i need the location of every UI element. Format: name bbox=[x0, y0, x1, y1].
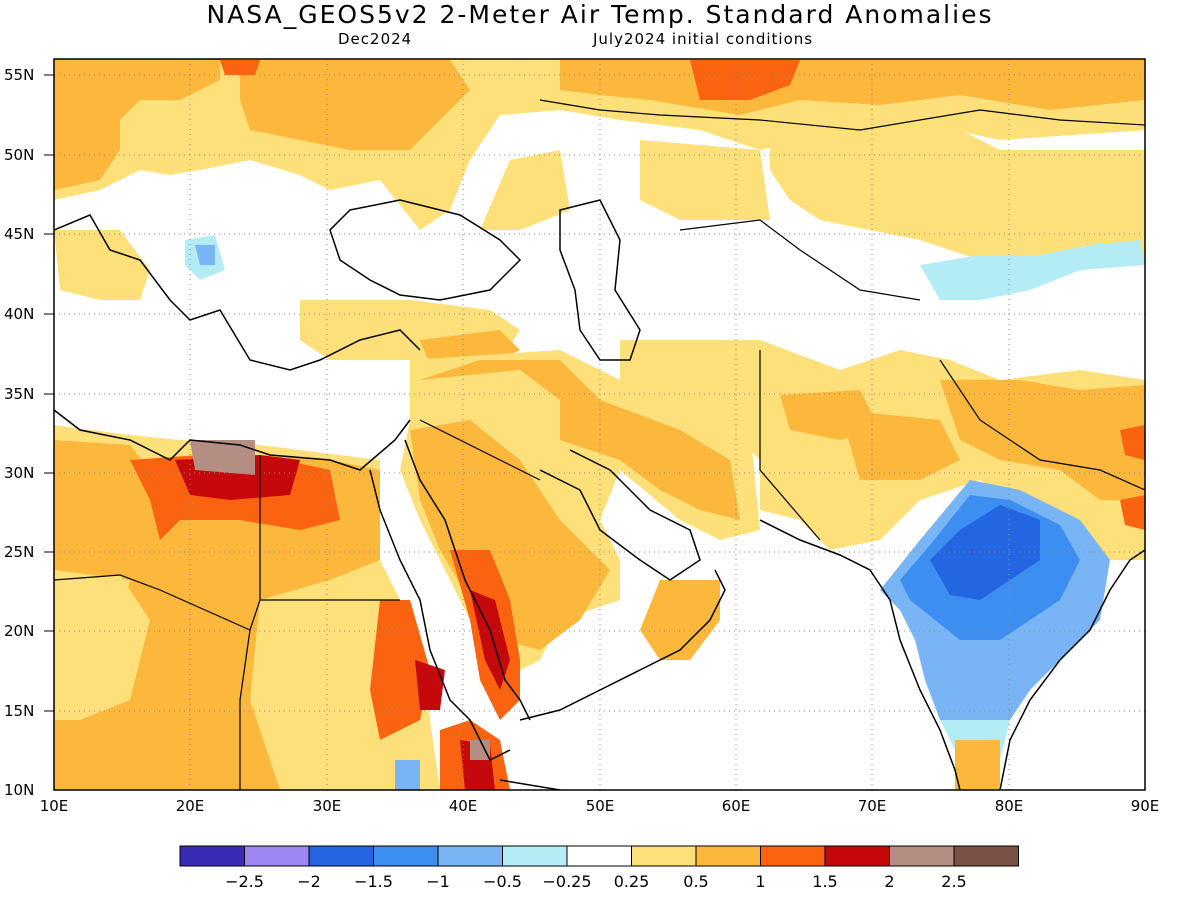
colorbar-swatch bbox=[244, 845, 310, 867]
colorbar-swatch bbox=[824, 845, 890, 867]
colorbar-swatch bbox=[953, 845, 1019, 867]
lat-label-50n: 50N bbox=[4, 146, 35, 164]
colorbar-tick-label: 2.5 bbox=[941, 872, 967, 891]
colorbar-tick-label: 1 bbox=[755, 872, 766, 891]
lon-label-60e: 60E bbox=[721, 797, 751, 815]
lon-label-70e: 70E bbox=[857, 797, 887, 815]
colorbar-tick-label: −1.5 bbox=[354, 872, 393, 891]
colorbar-tick-label: 0.25 bbox=[613, 872, 650, 891]
initial-conditions-label: July2024 initial conditions bbox=[593, 30, 814, 48]
colorbar-swatch bbox=[179, 845, 245, 867]
lon-label-10e: 10E bbox=[39, 797, 69, 815]
lon-label-80e: 80E bbox=[994, 797, 1024, 815]
lon-label-40e: 40E bbox=[448, 797, 478, 815]
lon-label-20e: 20E bbox=[175, 797, 205, 815]
colorbar-swatch bbox=[373, 845, 439, 867]
lat-label-55n: 55N bbox=[4, 66, 35, 84]
lat-label-10n: 10N bbox=[4, 781, 35, 799]
lon-label-90e: 90E bbox=[1130, 797, 1160, 815]
colorbar-tick-label: 1.5 bbox=[812, 872, 838, 891]
colorbar-swatch bbox=[695, 845, 761, 867]
colorbar-tick-label: 0.5 bbox=[683, 872, 709, 891]
colorbar-swatch bbox=[502, 845, 568, 867]
lat-label-30n: 30N bbox=[4, 464, 35, 482]
colorbar-swatch bbox=[566, 845, 632, 867]
anomaly-field bbox=[54, 59, 1145, 790]
lat-label-35n: 35N bbox=[4, 385, 35, 403]
grid-lines bbox=[54, 59, 1145, 790]
lon-label-50e: 50E bbox=[585, 797, 615, 815]
colorbar-tick-label: 2 bbox=[884, 872, 895, 891]
lat-label-15n: 15N bbox=[4, 702, 35, 720]
colorbar-tick-label: −2.5 bbox=[225, 872, 264, 891]
colorbar-swatch bbox=[760, 845, 826, 867]
colorbar-tick-label: −0.5 bbox=[483, 872, 522, 891]
colorbar-tick-label: −0.25 bbox=[542, 872, 592, 891]
lon-label-30e: 30E bbox=[312, 797, 342, 815]
lat-label-20n: 20N bbox=[4, 622, 35, 640]
lat-label-45n: 45N bbox=[4, 225, 35, 243]
colorbar-swatch bbox=[437, 845, 503, 867]
valid-month-label: Dec2024 bbox=[338, 30, 413, 48]
plot-frame bbox=[53, 58, 1146, 791]
colorbar-tick-label: −2 bbox=[297, 872, 321, 891]
map-title: NASA_GEOS5v2 2-Meter Air Temp. Standard … bbox=[206, 0, 994, 29]
lat-label-25n: 25N bbox=[4, 543, 35, 561]
lat-label-40n: 40N bbox=[4, 305, 35, 323]
colorbar-swatch bbox=[308, 845, 374, 867]
coastlines bbox=[54, 99, 1145, 790]
colorbar-swatch bbox=[631, 845, 697, 867]
colorbar-swatch bbox=[889, 845, 955, 867]
colorbar bbox=[179, 845, 1019, 867]
colorbar-tick-label: −1 bbox=[426, 872, 450, 891]
